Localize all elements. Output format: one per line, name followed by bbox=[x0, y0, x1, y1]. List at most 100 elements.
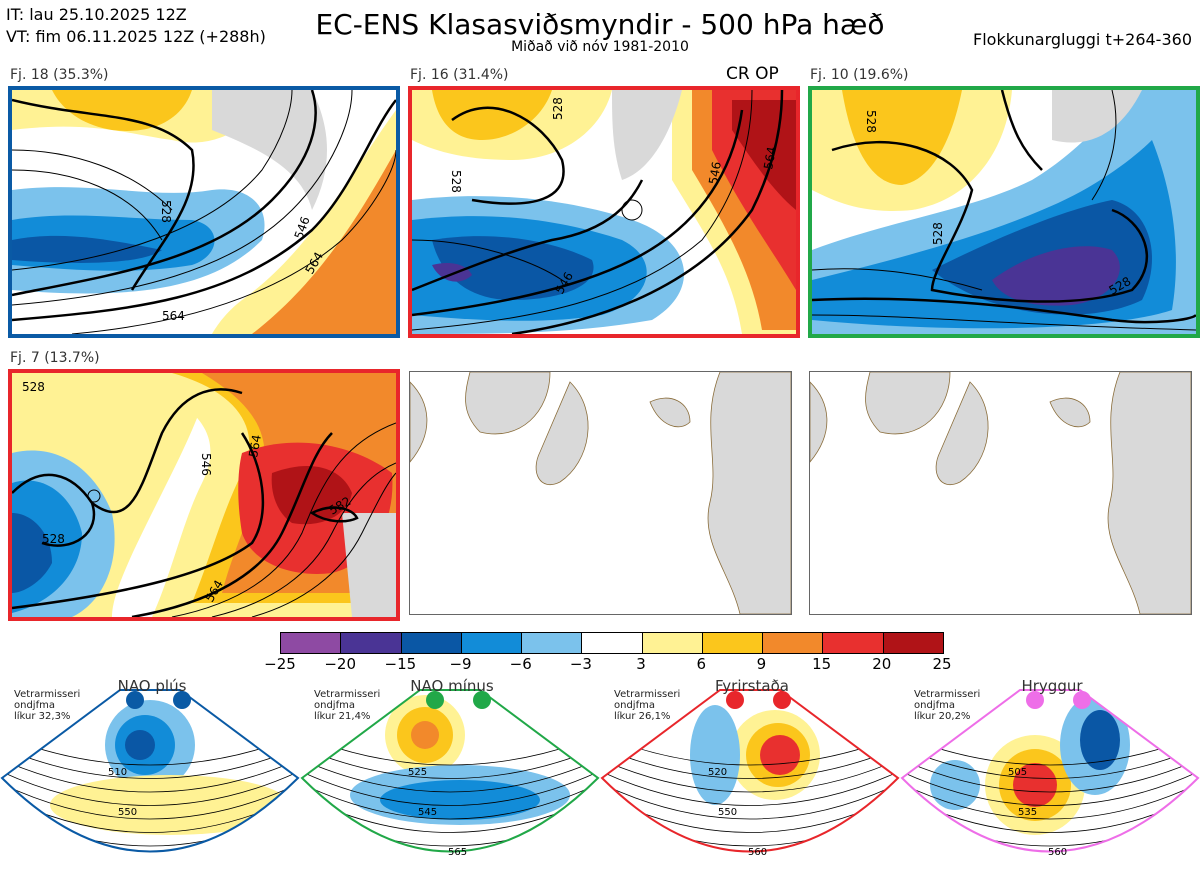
contour-line bbox=[2, 746, 298, 779]
scale-swatch bbox=[701, 633, 763, 653]
regime-fan-svg: 525 545 565 bbox=[300, 689, 600, 858]
cluster-map-3: 528 528 528 bbox=[808, 86, 1200, 338]
contour-label: 546 bbox=[706, 161, 724, 186]
scale-label: −20 bbox=[324, 655, 356, 673]
scale-label: 9 bbox=[756, 655, 767, 673]
cluster-map-1-svg: 528 546 564 564 bbox=[12, 90, 396, 334]
contour-line bbox=[2, 770, 298, 806]
scale-label: −3 bbox=[569, 655, 592, 673]
fan-border bbox=[900, 689, 1200, 853]
color-scale-bar bbox=[280, 632, 944, 654]
scale-swatch bbox=[281, 633, 341, 653]
regime-note: Vetrarmisseri ondjfma líkur 32,3% bbox=[14, 689, 80, 722]
panel-label-2: Fj. 16 (31.4%) bbox=[410, 67, 509, 83]
empty-map-1-svg bbox=[410, 372, 791, 614]
contour-label: 560 bbox=[748, 847, 767, 858]
contour-line bbox=[902, 782, 1198, 820]
color-scale-labels: −25 −20 −15 −9 −6 −3 3 6 9 15 20 25 bbox=[260, 655, 960, 675]
panel-label-1: Fj. 18 (35.3%) bbox=[10, 67, 109, 83]
cluster-map-3-svg: 528 528 528 bbox=[812, 90, 1196, 334]
regime-marker-icon bbox=[1073, 691, 1091, 709]
regime-note-line: Vetrarmisseri bbox=[914, 689, 981, 700]
page-subtitle: Miðað við nóv 1981-2010 bbox=[511, 39, 689, 55]
contour-line bbox=[302, 782, 598, 820]
contour-line bbox=[902, 746, 1198, 779]
regime-panel: 520 550 560 Fyrirstaða Vetrarmisseri ondjfma l… bbox=[600, 675, 900, 871]
regime-marker-icon bbox=[173, 691, 191, 709]
contour-line bbox=[302, 758, 598, 793]
anomaly-shading bbox=[930, 760, 980, 810]
contour-label: 545 bbox=[418, 807, 437, 818]
regime-fan-svg: 520 550 560 bbox=[600, 689, 900, 858]
regime-panel: 505 535 560 Hryggur Vetrarmisseri ondjfma líku… bbox=[900, 675, 1200, 871]
anomaly-shading bbox=[1080, 710, 1120, 770]
contour-label: 528 bbox=[42, 532, 65, 546]
contour-line bbox=[602, 770, 898, 806]
page-title: EC-ENS Klasasviðsmyndir - 500 hPa hæð bbox=[315, 8, 885, 41]
regime-title: NAO mínus bbox=[410, 677, 494, 695]
regime-note-line: ondjfma bbox=[914, 700, 955, 711]
scale-label: 20 bbox=[872, 655, 892, 673]
contour-label: 528 bbox=[159, 200, 173, 223]
regime-panel: 510 550 NAO plús Vetrarmisseri ondjfma líkur … bbox=[0, 675, 300, 871]
regime-marker-icon bbox=[726, 691, 744, 709]
regime-marker-icon bbox=[426, 691, 444, 709]
contour-line bbox=[602, 782, 898, 820]
fan-border bbox=[600, 689, 900, 853]
regime-title: Hryggur bbox=[1021, 677, 1083, 695]
scale-swatch bbox=[460, 633, 522, 653]
regime-note-line: líkur 32,3% bbox=[14, 711, 71, 722]
cluster-map-2-svg: 528 528 546 546 564 bbox=[412, 90, 796, 334]
contour-label: 564 bbox=[246, 434, 264, 459]
regime-marker-icon bbox=[1026, 691, 1044, 709]
scale-swatch bbox=[400, 633, 461, 653]
contour-label: 546 bbox=[199, 453, 213, 476]
contour-label: 510 bbox=[108, 767, 127, 778]
scale-swatch bbox=[641, 633, 702, 653]
regime-note-line: Vetrarmisseri bbox=[14, 689, 81, 700]
contour-label: 564 bbox=[162, 309, 185, 323]
scale-label: −6 bbox=[509, 655, 532, 673]
regime-fan-svg: 510 550 bbox=[0, 689, 300, 853]
regime-note-line: ondjfma bbox=[614, 700, 655, 711]
scale-label: 6 bbox=[696, 655, 707, 673]
regime-panel: 525 545 565 NAO mínus Vetrarmisseri ondjfma lí… bbox=[300, 675, 600, 871]
scale-swatch bbox=[521, 633, 582, 653]
scale-swatch bbox=[822, 633, 883, 653]
contour-label: 528 bbox=[931, 222, 945, 245]
contour-line bbox=[602, 746, 898, 779]
scale-label: 25 bbox=[932, 655, 952, 673]
contour-label: 505 bbox=[1008, 767, 1027, 778]
control-operational-label: CR OP bbox=[726, 64, 779, 84]
regime-fan-svg: 505 535 560 bbox=[900, 689, 1200, 858]
panel-label-4: Fj. 7 (13.7%) bbox=[10, 350, 100, 366]
scale-swatch bbox=[581, 633, 642, 653]
contour-label: 528 bbox=[449, 170, 463, 193]
regime-note: Vetrarmisseri ondjfma líkur 20,2% bbox=[914, 689, 980, 722]
fan-border bbox=[0, 689, 300, 853]
initial-time: IT: lau 25.10.2025 12Z bbox=[6, 5, 187, 24]
regime-note-line: Vetrarmisseri bbox=[314, 689, 381, 700]
regime-note: Vetrarmisseri ondjfma líkur 26,1% bbox=[614, 689, 680, 722]
classification-window: Flokkunargluggi t+264-360 bbox=[973, 30, 1192, 49]
fan-border bbox=[300, 689, 600, 853]
empty-map-1 bbox=[409, 371, 792, 615]
contour-label: 525 bbox=[408, 767, 427, 778]
anomaly-shading bbox=[411, 721, 439, 749]
regime-note-line: ondjfma bbox=[314, 700, 355, 711]
anomaly-shading bbox=[1013, 763, 1057, 807]
contour-line bbox=[2, 758, 298, 793]
contour-label: 565 bbox=[448, 847, 467, 858]
contour-label: 528 bbox=[551, 97, 565, 120]
scale-label: −15 bbox=[384, 655, 417, 673]
empty-map-2-svg bbox=[810, 372, 1191, 614]
regime-note-line: Vetrarmisseri bbox=[614, 689, 681, 700]
contour-label: 528 bbox=[22, 380, 45, 394]
cluster-map-1: 528 546 564 564 bbox=[8, 86, 400, 338]
contour-label: 520 bbox=[708, 767, 727, 778]
contour-line bbox=[302, 746, 598, 779]
regime-title: Fyrirstaða bbox=[715, 677, 789, 695]
scale-label: 3 bbox=[636, 655, 646, 673]
scale-label: −25 bbox=[264, 655, 296, 673]
contour-line bbox=[2, 782, 298, 820]
